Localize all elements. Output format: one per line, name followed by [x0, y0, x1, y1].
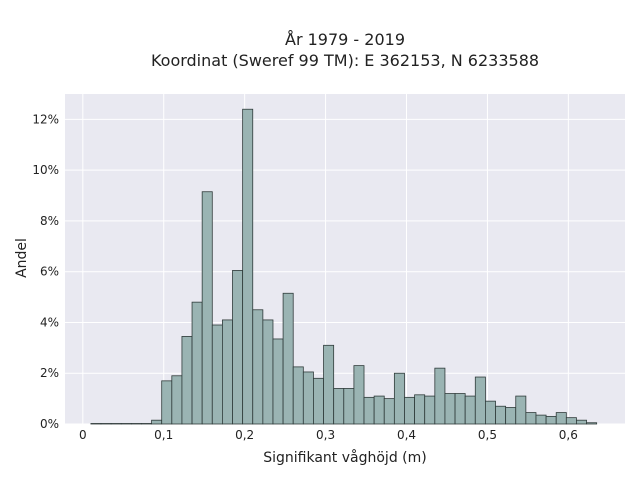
y-axis-label: Andel — [14, 238, 30, 278]
x-tick-label: 0,6 — [559, 428, 578, 442]
histogram-bar — [242, 108, 254, 425]
histogram-bar — [110, 423, 122, 425]
histogram-bar — [191, 301, 203, 425]
histogram-bar — [151, 419, 163, 425]
histogram-bar — [444, 393, 456, 425]
histogram-bar — [424, 395, 436, 425]
histogram-bar — [555, 412, 567, 425]
y-tick-label: 0% — [40, 417, 59, 431]
histogram-bar — [323, 344, 335, 425]
histogram-bar — [404, 396, 415, 425]
histogram-bar — [383, 398, 395, 425]
histogram-bar — [282, 292, 294, 425]
x-tick-label: 0,1 — [154, 428, 173, 442]
y-tick-label: 4% — [40, 315, 59, 329]
x-tick-label: 0,4 — [397, 428, 416, 442]
histogram-bar — [545, 415, 557, 425]
histogram-bar — [130, 423, 142, 425]
histogram-bar — [576, 419, 587, 425]
histogram-bar — [232, 270, 244, 425]
chart-title: År 1979 - 2019 — [285, 30, 405, 49]
histogram-bar — [565, 417, 577, 425]
histogram-bar — [454, 393, 466, 425]
histogram-bar — [161, 380, 173, 425]
histogram-bar — [211, 324, 223, 425]
histogram-bar — [464, 395, 476, 425]
histogram-bar — [262, 319, 274, 425]
grid-lines — [65, 94, 625, 425]
histogram-bar — [393, 372, 405, 425]
x-tick-label: 0,5 — [478, 428, 497, 442]
histogram-bar — [495, 405, 507, 425]
histogram-bar — [100, 423, 112, 425]
plot-background — [65, 94, 625, 424]
x-tick-label: 0,3 — [316, 428, 335, 442]
histogram-bar — [373, 395, 385, 425]
chart-subtitle: Koordinat (Sweref 99 TM): E 362153, N 62… — [151, 51, 539, 70]
histogram-bar — [120, 423, 132, 425]
histogram-bar — [201, 191, 213, 425]
histogram-bar — [90, 423, 102, 425]
y-axis-ticks: 0% 2% 4% 6% 8% 10% 12% — [32, 112, 59, 431]
histogram-bar — [474, 376, 486, 425]
histogram-bar — [515, 395, 527, 425]
histogram-bars — [90, 108, 598, 425]
histogram-bar — [181, 336, 193, 425]
histogram-bar — [434, 367, 446, 425]
histogram-bar — [505, 407, 517, 425]
histogram-bar — [302, 371, 314, 425]
x-axis-label: Signifikant våghöjd (m) — [263, 449, 426, 466]
histogram-bar — [485, 400, 496, 425]
y-tick-label: 12% — [32, 112, 59, 126]
histogram-bar — [272, 338, 284, 425]
y-tick-label: 2% — [40, 366, 59, 380]
histogram-bar — [252, 309, 264, 425]
histogram-bar — [171, 375, 183, 425]
x-axis-ticks: 0 0,1 0,2 0,3 0,4 0,5 0,6 — [79, 428, 578, 442]
histogram-bar — [535, 414, 547, 425]
histogram-bar — [292, 366, 304, 425]
y-tick-label: 8% — [40, 214, 59, 228]
histogram-bar — [525, 412, 537, 425]
histogram-bar — [586, 422, 598, 425]
histogram-bar — [313, 377, 324, 425]
histogram-bar — [141, 423, 152, 425]
histogram-bar — [353, 365, 365, 425]
x-tick-label: 0,2 — [235, 428, 254, 442]
y-tick-label: 10% — [32, 163, 59, 177]
histogram-bar — [343, 388, 355, 425]
y-tick-label: 6% — [40, 265, 59, 279]
histogram-bar — [333, 388, 345, 425]
x-tick-label: 0 — [79, 428, 87, 442]
histogram-bar — [363, 396, 375, 425]
histogram-bar — [221, 319, 233, 425]
histogram-bar — [414, 394, 426, 425]
